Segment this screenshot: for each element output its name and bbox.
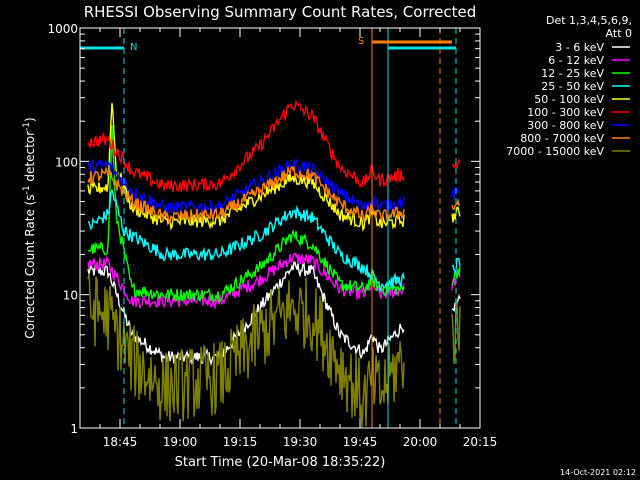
series-line-7	[87, 165, 405, 224]
x-tick-label: 19:00	[163, 435, 198, 449]
footer-date: 14-Oct-2021 02:12	[560, 468, 636, 477]
legend-entry-label: 3 - 6 keV	[555, 41, 604, 54]
y-axis-label-sup2: -1	[22, 122, 32, 131]
y-axis-label-sup1: -1	[22, 185, 32, 194]
x-tick-label: 19:30	[283, 435, 318, 449]
y-tick-label: 1	[70, 422, 78, 436]
x-axis-label: Start Time (20-Mar-08 18:35:22)	[175, 455, 386, 470]
legend-entry-label: 100 - 300 keV	[527, 106, 604, 119]
chart-title: RHESSI Observing Summary Count Rates, Co…	[84, 3, 477, 21]
legend-entry-label: 800 - 7000 keV	[520, 132, 604, 145]
series-line-6	[451, 186, 461, 201]
saa-label: S	[358, 36, 364, 47]
series-layer	[87, 99, 461, 428]
series-line-4	[87, 103, 405, 232]
y-tick-label: 1000	[47, 22, 78, 36]
legend-entry-label: 25 - 50 keV	[541, 80, 604, 93]
legend-entry-label: 50 - 100 keV	[534, 93, 604, 106]
x-tick-label: 20:00	[403, 435, 438, 449]
series-line-0	[87, 261, 405, 367]
series-line-6	[87, 158, 405, 215]
night-label: N	[130, 42, 137, 53]
legend-header-line1: Det 1,3,4,5,6,9,	[546, 14, 632, 27]
x-tick-label: 20:15	[463, 435, 498, 449]
legend-entry-label: 7000 - 15000 keV	[506, 145, 604, 158]
y-axis-label-end: )	[23, 117, 37, 122]
y-tick-label: 100	[55, 155, 78, 169]
y-axis-label: Corrected Count Rate (s-1 detector-1)	[22, 117, 37, 338]
series-line-5	[87, 99, 405, 193]
legend-entry-label: 12 - 25 keV	[541, 67, 604, 80]
legend-entry-label: 6 - 12 keV	[548, 54, 604, 67]
series-line-8	[87, 273, 405, 428]
legend-entry-label: 300 - 800 keV	[527, 119, 604, 132]
x-tick-label: 19:15	[223, 435, 258, 449]
axis-layer: 18:45 19:00 19:15 19:30 19:45 20:00 20:15 1 10 10…	[47, 22, 497, 449]
y-tick-label: 10	[63, 289, 78, 303]
series-line-2	[87, 125, 405, 303]
x-tick-label: 19:45	[343, 435, 378, 449]
legend-header-line2: Att 0	[606, 27, 632, 40]
x-tick-label: 18:45	[103, 435, 138, 449]
series-line-3	[87, 187, 405, 294]
series-line-7	[451, 197, 461, 211]
y-axis-label-main: Corrected Count Rate (s	[23, 194, 37, 338]
y-axis-label-mid: detector	[23, 131, 37, 186]
